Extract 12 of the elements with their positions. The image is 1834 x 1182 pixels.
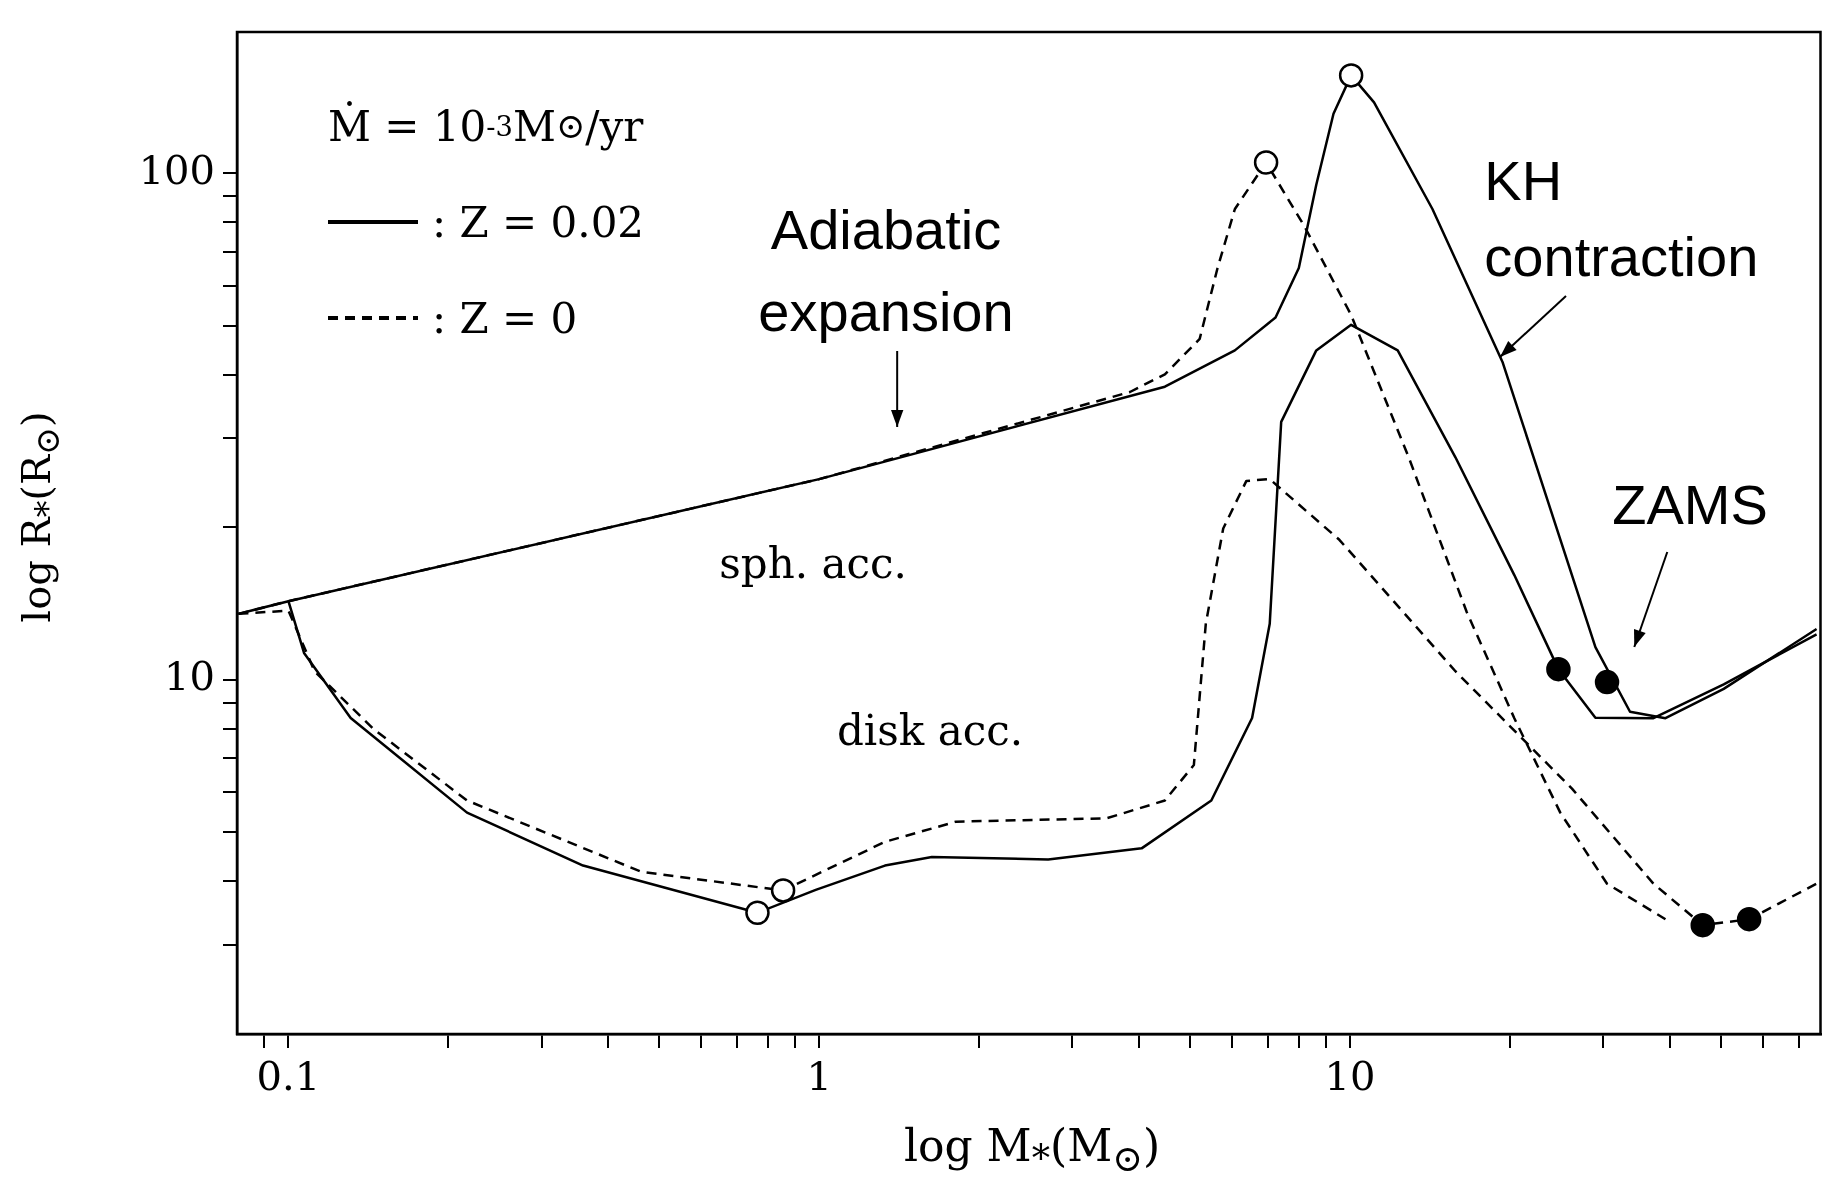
legend-label: : Z = 0.02 [432,197,645,247]
legend-label: : Z = 0 [432,293,578,343]
y-tick-label: 100 [138,146,215,193]
annotation: sph. acc. [719,538,907,588]
annotation: disk acc. [836,705,1024,755]
x-tick-label: 10 [1324,1053,1376,1100]
x-tick-label: 0.1 [256,1053,321,1100]
annotation: KH contraction [1484,149,1759,289]
x-tick-label: 1 [806,1053,832,1100]
x-axis-title: log M$_{*}$(M$_{⊙}$) [902,1120,1162,1180]
annotation: Adiabatic expansion [758,198,1014,344]
annotation: ZAMS [1612,473,1768,537]
